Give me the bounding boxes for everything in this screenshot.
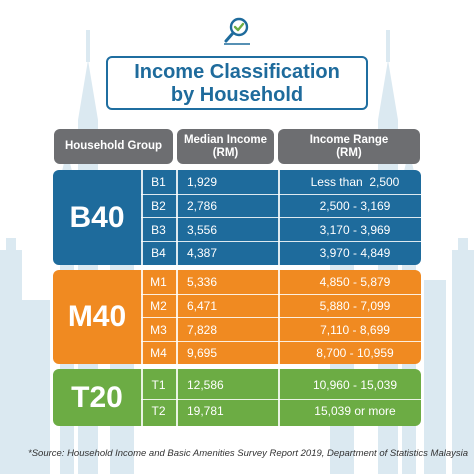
row-median: 5,336 [187, 274, 218, 289]
row-range: 3,970 - 4,849 [319, 246, 391, 261]
header-range-line-1: Income Range [309, 133, 389, 146]
table-row: M4 9,695 8,700 - 10,959 [141, 340, 421, 366]
row-median: 6,471 [187, 299, 218, 314]
row-range: 4,850 - 5,879 [319, 274, 391, 289]
column-divider [176, 369, 178, 426]
row-median: 1,929 [187, 174, 218, 189]
group-label-m40: M40 [67, 300, 127, 333]
row-median: 3,556 [187, 222, 218, 237]
row-median: 4,387 [187, 246, 218, 261]
row-range: 7,110 - 8,699 [320, 322, 390, 337]
group-block-b40: B40 B1 1,929 Less than 2,500 B2 2,786 2,… [53, 170, 421, 265]
header-income-range: Income Range (RM) [278, 129, 420, 164]
table-row: M2 6,471 5,880 - 7,099 [141, 293, 421, 319]
header-range-line-2: (RM) [336, 146, 362, 159]
group-label-b40: B40 [69, 200, 125, 234]
row-code: M2 [150, 299, 167, 314]
row-range: 2,500 - 3,169 [319, 199, 391, 214]
table-row: T2 19,781 15,039 or more [141, 398, 421, 424]
column-divider [278, 369, 280, 426]
row-range: 8,700 - 10,959 [316, 346, 394, 361]
row-code: B4 [151, 246, 166, 261]
row-code: B1 [151, 174, 166, 189]
row-range: Less than 2,500 [310, 174, 400, 189]
row-median: 9,695 [187, 346, 218, 361]
header-median-income: Median Income (RM) [177, 129, 274, 164]
title-line-1: Income Classification [134, 61, 340, 83]
magnifier-check-icon [224, 17, 250, 45]
header-household-group: Household Group [54, 129, 173, 164]
title-box: Income Classification by Household [106, 56, 368, 110]
group-label-t20: T20 [71, 380, 123, 414]
row-range: 5,880 - 7,099 [319, 299, 391, 314]
header-group-label: Household Group [64, 140, 163, 152]
table-row: B4 4,387 3,970 - 4,849 [141, 240, 421, 266]
table-row: B3 3,556 3,170 - 3,969 [141, 217, 421, 242]
row-code: B3 [151, 222, 166, 237]
row-median: 19,781 [187, 404, 224, 419]
row-code: B2 [151, 199, 166, 214]
row-code: T2 [151, 404, 166, 419]
title-line-2: by Household [170, 84, 304, 106]
group-block-t20: T20 T1 12,586 10,960 - 15,039 T2 19,781 … [53, 369, 421, 426]
table-row: M3 7,828 7,110 - 8,699 [141, 317, 421, 342]
group-block-m40: M40 M1 5,336 4,850 - 5,879 M2 6,471 5,88… [53, 270, 421, 364]
row-code: M3 [150, 322, 167, 337]
table-row: B1 1,929 Less than 2,500 [141, 170, 421, 194]
row-code: M1 [150, 274, 167, 289]
table-row: T1 12,586 10,960 - 15,039 [141, 373, 421, 397]
source-footnote: *Source: Household Income and Basic Amen… [28, 448, 469, 459]
row-range: 10,960 - 15,039 [312, 377, 398, 392]
row-code: T1 [151, 377, 166, 392]
table-row: B2 2,786 2,500 - 3,169 [141, 193, 421, 219]
row-median: 7,828 [187, 322, 218, 337]
header-median-line-2: (RM) [212, 146, 239, 159]
row-code: M4 [150, 346, 167, 361]
table-row: M1 5,336 4,850 - 5,879 [141, 270, 421, 294]
row-range: 15,039 or more [314, 404, 396, 419]
header-median-line-1: Median Income [183, 133, 268, 146]
row-median: 12,586 [187, 377, 224, 392]
column-divider [141, 369, 143, 426]
row-median: 2,786 [187, 199, 218, 214]
row-range: 3,170 - 3,969 [319, 222, 391, 237]
